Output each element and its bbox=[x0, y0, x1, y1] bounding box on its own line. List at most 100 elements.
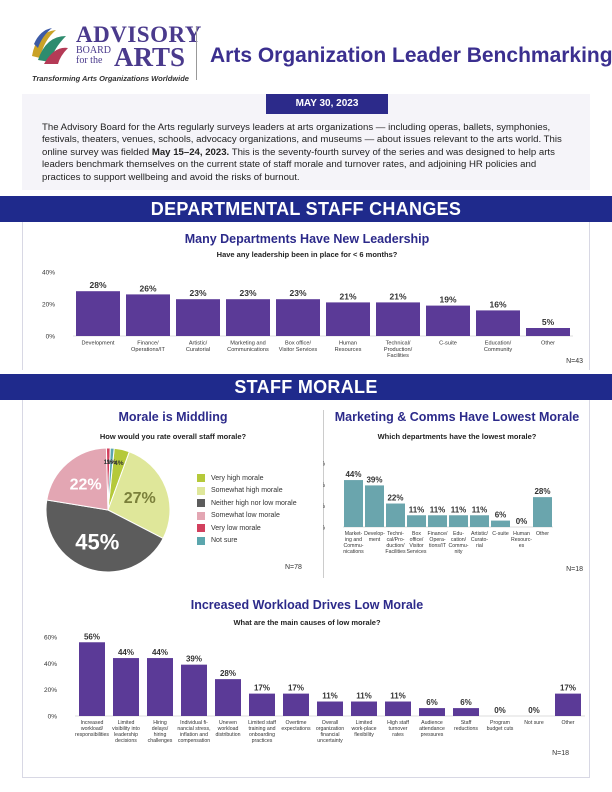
category-label: Limited staff training and onboarding pract… bbox=[248, 720, 276, 744]
chart1-subtitle: Have any leadership been in place for < … bbox=[216, 250, 398, 259]
category-label: Program budget cuts bbox=[487, 720, 514, 732]
category-label: Market-ing and Commu-nications bbox=[343, 531, 364, 555]
y-tick-label: 0% bbox=[323, 525, 325, 532]
pie-slice-label: 1% bbox=[107, 459, 117, 466]
bar bbox=[428, 515, 447, 527]
legend-swatch bbox=[197, 474, 205, 483]
legend-item: Somewhat low morale bbox=[197, 510, 297, 523]
category-label: Limited work-place flexibility bbox=[351, 720, 376, 738]
category-label: Marketing and Communications bbox=[227, 341, 269, 353]
y-tick-label: 0% bbox=[48, 714, 58, 721]
y-tick-label: 20% bbox=[44, 687, 57, 694]
bar bbox=[176, 299, 220, 336]
bar-value-label: 44% bbox=[345, 470, 361, 479]
bar-value-label: 11% bbox=[409, 505, 425, 514]
section-departmental: Many Departments Have New Leadership Hav… bbox=[22, 222, 590, 370]
bar bbox=[476, 310, 520, 336]
intro-text-dates: May 15–24, 2023. bbox=[151, 146, 230, 158]
bar-value-label: 16% bbox=[489, 299, 506, 309]
bar bbox=[407, 515, 426, 527]
bar bbox=[113, 658, 139, 716]
chart1-title: Many Departments Have New Leadership bbox=[184, 232, 430, 246]
category-label: Increased workload/responsibilities bbox=[75, 720, 109, 738]
y-tick-label: 20% bbox=[42, 302, 55, 309]
bar bbox=[283, 693, 309, 716]
chart4-svg: 0% 20% 40% 60% 56% Increased workload/responsi… bbox=[44, 632, 585, 744]
section-morale: Morale is Middling How would you rate ov… bbox=[22, 400, 590, 586]
category-label: Other bbox=[536, 531, 549, 537]
bar-value-label: 17% bbox=[254, 684, 270, 693]
bar bbox=[226, 299, 270, 336]
bar-value-label: 11% bbox=[356, 692, 372, 701]
bar-value-label: 6% bbox=[460, 698, 472, 707]
bar-value-label: 0% bbox=[528, 706, 540, 715]
chart2-title: Morale is Middling bbox=[118, 410, 228, 424]
bar-value-label: 28% bbox=[220, 669, 236, 678]
intro-text: The Advisory Board for the Arts regularl… bbox=[42, 122, 572, 184]
bar-value-label: 23% bbox=[189, 288, 206, 298]
bar bbox=[344, 480, 363, 527]
bar-value-label: 11% bbox=[322, 692, 338, 701]
legend-label: Somewhat low morale bbox=[211, 512, 280, 520]
bar-value-label: 19% bbox=[439, 295, 456, 305]
bar bbox=[317, 701, 343, 716]
pie-slice-label: 27% bbox=[124, 490, 156, 507]
legend-swatch bbox=[197, 486, 205, 495]
category-label: Box office/Visitor Services bbox=[407, 531, 427, 555]
bar-value-label: 11% bbox=[390, 692, 406, 701]
category-label: Not sure bbox=[524, 720, 544, 726]
legend-label: Very high morale bbox=[211, 474, 264, 482]
bar-value-label: 21% bbox=[339, 291, 356, 301]
bar-value-label: 44% bbox=[118, 648, 134, 657]
category-label: Develop-ment bbox=[364, 531, 385, 543]
intro-box: MAY 30, 2023 The Advisory Board for the … bbox=[22, 94, 590, 190]
category-label: Artistic/Curato-rial bbox=[471, 531, 489, 549]
legend-label: Not sure bbox=[211, 537, 238, 545]
bar bbox=[276, 299, 320, 336]
chart4-subtitle: What are the main causes of low morale? bbox=[233, 618, 381, 627]
bar-value-label: 28% bbox=[89, 280, 106, 290]
bar-value-label: 11% bbox=[451, 505, 467, 514]
category-label: Other bbox=[541, 341, 555, 347]
category-label: Staff reductions bbox=[454, 720, 478, 732]
chart2-subtitle: How would you rate overall staff morale? bbox=[99, 432, 247, 441]
bar bbox=[126, 294, 170, 336]
y-tick-label: 0% bbox=[46, 334, 56, 341]
category-label: Uneven workload distribution bbox=[215, 720, 240, 738]
bar-value-label: 23% bbox=[289, 288, 306, 298]
legend-item: Very low morale bbox=[197, 522, 297, 535]
y-tick-label: 20% bbox=[323, 503, 325, 510]
bar bbox=[249, 693, 275, 716]
bar bbox=[76, 291, 120, 336]
category-label: High staff turnover rates bbox=[387, 720, 409, 738]
logo-text-board-word: BOARD bbox=[76, 45, 112, 56]
pie-slice-label: 45% bbox=[75, 530, 119, 555]
bar-value-label: 17% bbox=[560, 684, 576, 693]
bar bbox=[491, 520, 510, 527]
section-divider bbox=[323, 410, 324, 578]
bar bbox=[426, 305, 470, 336]
logo-text-advisory: ADVISORY bbox=[76, 22, 202, 47]
category-label: Overtime expectations bbox=[281, 720, 311, 732]
pie-slice-label: 22% bbox=[70, 477, 102, 494]
bar-value-label: 56% bbox=[84, 632, 100, 641]
bar bbox=[533, 497, 552, 527]
page-header: ADVISORY BOARD for the ARTS Transforming… bbox=[0, 0, 612, 92]
bar bbox=[365, 485, 384, 527]
y-tick-label: 60% bbox=[323, 461, 325, 468]
bar-value-label: 11% bbox=[472, 505, 488, 514]
pie-slice bbox=[107, 447, 115, 511]
category-label: Human Resources bbox=[335, 341, 362, 353]
category-label: Edu-cation/Commu-nity bbox=[449, 531, 469, 555]
bar-value-label: 6% bbox=[495, 511, 507, 520]
bar bbox=[385, 701, 411, 716]
chart4-n: N=18 bbox=[552, 750, 569, 757]
bar bbox=[351, 701, 377, 716]
category-label: Audience attendance pressures bbox=[419, 720, 445, 738]
legend-swatch bbox=[197, 511, 205, 520]
bar-value-label: 39% bbox=[366, 475, 382, 484]
legend-swatch bbox=[197, 536, 205, 545]
category-label: Finance/Operations/IT bbox=[131, 341, 165, 353]
chart3-subtitle: Which departments have the lowest morale… bbox=[377, 432, 537, 441]
chart2-pie-svg: 4%27%45%22%1%1% bbox=[45, 447, 171, 573]
